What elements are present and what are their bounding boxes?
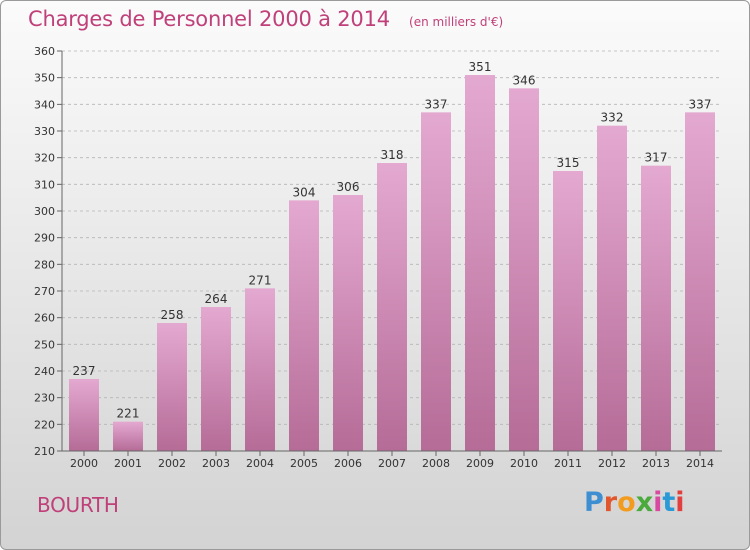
y-tick-label: 260	[34, 312, 55, 325]
data-label-2008: 337	[425, 97, 448, 111]
bar-2004	[245, 288, 275, 451]
x-tick-label: 2011	[554, 457, 582, 470]
data-label-2010: 346	[513, 73, 536, 87]
x-tick-label: 2003	[202, 457, 230, 470]
logo-letter: x	[635, 487, 654, 518]
x-tick-label: 2002	[158, 457, 186, 470]
bar-2013	[641, 165, 671, 451]
bar-2003	[201, 307, 231, 451]
y-tick-label: 320	[34, 152, 55, 165]
x-axis-ticks: 2000 2001 2002 2003 2004 2005 2006 2007 2008 2009…	[70, 451, 714, 470]
data-label-2002: 258	[161, 308, 184, 322]
chart-subtitle: (en milliers d'€)	[409, 15, 504, 29]
bar-2005	[289, 200, 319, 451]
bar-2009	[465, 75, 495, 451]
data-label-2003: 264	[205, 292, 228, 306]
bar-2012	[597, 125, 627, 452]
data-label-2006: 306	[337, 180, 360, 194]
y-tick-label: 340	[34, 98, 55, 111]
y-tick-label: 310	[34, 178, 55, 191]
data-label-2007: 318	[381, 148, 404, 162]
logo-letter: r	[603, 487, 618, 518]
y-tick-label: 270	[34, 285, 55, 298]
proxiti-logo: Proxiti	[584, 487, 685, 518]
x-tick-label: 2010	[510, 457, 538, 470]
x-tick-label: 2006	[334, 457, 362, 470]
bar-2001	[113, 421, 143, 451]
x-tick-label: 2000	[70, 457, 98, 470]
bar-2000	[69, 379, 99, 451]
commune-name: BOURTH	[37, 493, 119, 517]
data-label-2012: 332	[601, 111, 624, 125]
y-tick-label: 280	[34, 258, 55, 271]
y-tick-label: 350	[34, 72, 55, 85]
data-label-2014: 337	[689, 97, 712, 111]
data-label-2001: 221	[117, 407, 140, 421]
data-label-2013: 317	[645, 151, 668, 165]
x-tick-label: 2004	[246, 457, 274, 470]
data-label-2005: 304	[293, 185, 316, 199]
x-tick-label: 2013	[642, 457, 670, 470]
x-tick-label: 2007	[378, 457, 406, 470]
x-tick-label: 2014	[686, 457, 714, 470]
y-tick-label: 220	[34, 418, 55, 431]
logo-letter: t	[662, 487, 676, 518]
logo-letter: i	[653, 487, 663, 518]
bar-2007	[377, 163, 407, 451]
bar-2010	[509, 88, 539, 451]
bar-2014	[685, 112, 715, 451]
y-tick-label: 330	[34, 125, 55, 138]
y-tick-label: 300	[34, 205, 55, 218]
logo-letter: o	[617, 487, 636, 518]
y-tick-label: 360	[34, 45, 55, 58]
bars	[69, 75, 715, 452]
x-tick-label: 2009	[466, 457, 494, 470]
x-tick-label: 2001	[114, 457, 142, 470]
logo-letter: P	[584, 487, 604, 518]
y-tick-label: 230	[34, 392, 55, 405]
bar-2006	[333, 195, 363, 451]
data-label-2009: 351	[469, 60, 492, 74]
bar-2008	[421, 112, 451, 451]
data-label-2004: 271	[249, 273, 272, 287]
title-row: Charges de Personnel 2000 à 2014 (en mil…	[28, 7, 503, 31]
x-tick-label: 2008	[422, 457, 450, 470]
chart-title: Charges de Personnel 2000 à 2014	[28, 7, 390, 31]
y-axis-ticks: 210 220 230 240 250 260 270 280 290 300 310 320 330 3…	[34, 45, 62, 458]
x-tick-label: 2012	[598, 457, 626, 470]
y-tick-label: 240	[34, 365, 55, 378]
data-labels: 237 221 258 264 271 304 306 318 337 351 346 315 332 3…	[73, 60, 712, 421]
logo-letter: i	[675, 487, 685, 518]
y-tick-label: 250	[34, 338, 55, 351]
x-tick-label: 2005	[290, 457, 318, 470]
data-label-2000: 237	[73, 364, 96, 378]
bar-2011	[553, 171, 583, 451]
data-label-2011: 315	[557, 156, 580, 170]
y-tick-label: 290	[34, 232, 55, 245]
y-tick-label: 210	[34, 445, 55, 458]
bar-2002	[157, 323, 187, 451]
